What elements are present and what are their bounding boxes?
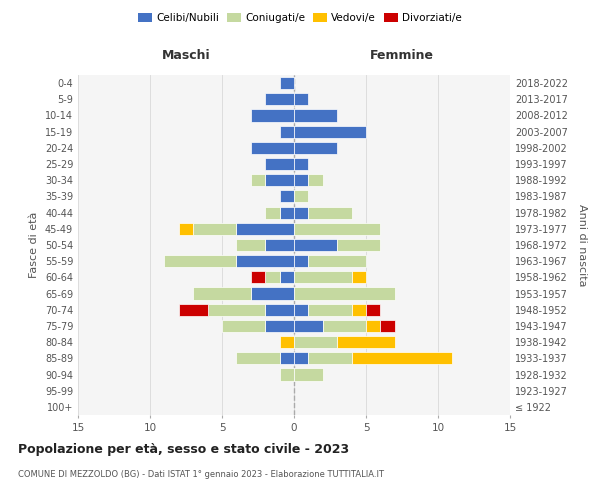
Bar — [366, 304, 380, 316]
Bar — [251, 142, 294, 154]
Bar — [251, 174, 265, 186]
Bar — [164, 255, 236, 268]
Bar — [280, 190, 294, 202]
Bar — [222, 320, 265, 332]
Bar — [337, 239, 380, 251]
Y-axis label: Fasce di età: Fasce di età — [29, 212, 39, 278]
Bar — [236, 255, 294, 268]
Bar — [308, 304, 352, 316]
Bar — [208, 304, 265, 316]
Bar — [280, 352, 294, 364]
Bar — [294, 190, 308, 202]
Bar — [236, 239, 265, 251]
Bar — [294, 320, 323, 332]
Bar — [352, 272, 366, 283]
Bar — [280, 77, 294, 89]
Bar — [366, 320, 380, 332]
Bar — [251, 288, 294, 300]
Bar — [280, 368, 294, 380]
Bar — [179, 304, 208, 316]
Bar — [280, 336, 294, 348]
Bar — [294, 239, 337, 251]
Bar — [294, 126, 366, 138]
Bar — [265, 93, 294, 106]
Text: Femmine: Femmine — [370, 49, 434, 62]
Bar — [308, 174, 323, 186]
Bar — [265, 320, 294, 332]
Text: Maschi: Maschi — [161, 49, 211, 62]
Bar — [294, 304, 308, 316]
Bar — [337, 336, 395, 348]
Bar — [251, 110, 294, 122]
Bar — [294, 93, 308, 106]
Bar — [265, 206, 280, 218]
Bar — [280, 206, 294, 218]
Bar — [323, 320, 366, 332]
Bar — [352, 352, 452, 364]
Bar — [265, 239, 294, 251]
Bar — [280, 272, 294, 283]
Bar — [352, 304, 366, 316]
Text: COMUNE DI MEZZOLDO (BG) - Dati ISTAT 1° gennaio 2023 - Elaborazione TUTTITALIA.I: COMUNE DI MEZZOLDO (BG) - Dati ISTAT 1° … — [18, 470, 384, 479]
Bar — [193, 288, 251, 300]
Legend: Celibi/Nubili, Coniugati/e, Vedovi/e, Divorziati/e: Celibi/Nubili, Coniugati/e, Vedovi/e, Di… — [135, 10, 465, 26]
Bar — [294, 288, 395, 300]
Bar — [179, 222, 193, 235]
Bar — [294, 158, 308, 170]
Bar — [380, 320, 395, 332]
Bar — [308, 352, 352, 364]
Bar — [236, 222, 294, 235]
Bar — [251, 272, 265, 283]
Bar — [294, 368, 323, 380]
Bar — [294, 174, 308, 186]
Bar — [308, 206, 352, 218]
Bar — [294, 110, 337, 122]
Y-axis label: Anni di nascita: Anni di nascita — [577, 204, 587, 286]
Bar — [294, 142, 337, 154]
Bar — [294, 272, 352, 283]
Text: Popolazione per età, sesso e stato civile - 2023: Popolazione per età, sesso e stato civil… — [18, 442, 349, 456]
Bar — [236, 352, 280, 364]
Bar — [265, 158, 294, 170]
Bar — [294, 255, 308, 268]
Bar — [265, 304, 294, 316]
Bar — [308, 255, 366, 268]
Bar — [280, 126, 294, 138]
Bar — [294, 336, 337, 348]
Bar — [193, 222, 236, 235]
Bar — [294, 222, 380, 235]
Bar — [265, 174, 294, 186]
Bar — [265, 272, 280, 283]
Bar — [294, 352, 308, 364]
Bar — [294, 206, 308, 218]
